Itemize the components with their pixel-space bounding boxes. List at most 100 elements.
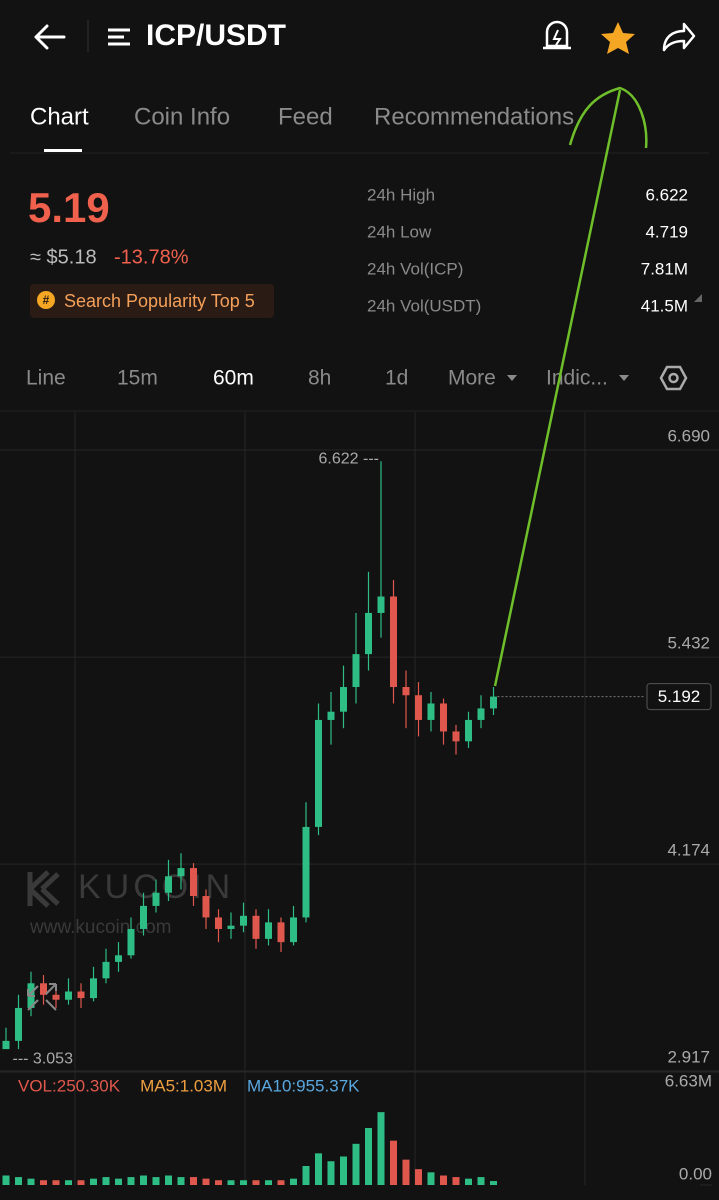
stat-value: 41.5M (641, 296, 688, 315)
interval[interactable]: More (448, 367, 496, 390)
vol-legend: VOL:250.30K (18, 1076, 121, 1095)
price-change: -13.78% (114, 246, 189, 268)
candle-body (302, 826, 310, 918)
high-annotation: 6.622 --- (319, 450, 379, 467)
candle-body (40, 983, 47, 995)
y-tick-label: 4.174 (667, 841, 710, 860)
last-price-label: 5.192 (658, 687, 701, 706)
candle-body (215, 917, 222, 929)
volume-bar (177, 1177, 185, 1185)
pair-title: ICP/USDT (146, 19, 286, 52)
volume-bar (340, 1156, 347, 1185)
settings-icon[interactable] (659, 365, 688, 391)
interval[interactable]: 1d (385, 367, 408, 390)
interval[interactable]: 15m (117, 367, 158, 390)
stat-label: 24h Vol(ICP) (367, 259, 463, 278)
expand-icon[interactable] (27, 983, 57, 1011)
candle-body (452, 731, 460, 742)
interval[interactable]: 60m (213, 367, 254, 390)
candle-body (115, 955, 122, 962)
volume-bar (290, 1178, 297, 1185)
candle-body (202, 896, 210, 918)
volume-bar (265, 1180, 272, 1185)
volume-bar (252, 1180, 260, 1185)
low-annotation: --- 3.053 (13, 1050, 74, 1067)
volume-bar (415, 1169, 422, 1185)
y-tick-label: 6.690 (667, 427, 710, 446)
volume-bar (490, 1181, 497, 1185)
interval[interactable]: 8h (308, 367, 331, 390)
watermark-url: www.kucoin.com (29, 917, 172, 938)
candle-body (315, 719, 322, 827)
tab[interactable]: Feed (278, 103, 333, 130)
candle-body (290, 917, 297, 943)
volume-bar (152, 1177, 160, 1185)
volume-bar (402, 1159, 410, 1185)
tab[interactable]: Chart (30, 103, 89, 130)
stat-value: 4.719 (645, 222, 688, 241)
volume-bar (2, 1175, 10, 1185)
interval[interactable]: Line (26, 367, 66, 390)
volume-bar (165, 1175, 172, 1185)
tab[interactable]: Coin Info (134, 103, 230, 130)
volume-bar (90, 1178, 97, 1185)
badge-bg[interactable] (30, 284, 274, 318)
candle-body (77, 991, 85, 999)
y-tick-label: 5.432 (667, 634, 710, 653)
menu-icon[interactable] (108, 28, 130, 46)
candle-body (340, 687, 347, 712)
back-button[interactable] (34, 24, 66, 50)
stat-triangle (694, 294, 702, 302)
volume-bar (240, 1180, 247, 1185)
volume-bar (465, 1178, 472, 1185)
share-icon[interactable] (662, 22, 696, 52)
favorite-star[interactable] (601, 22, 635, 54)
volume-bar (127, 1177, 135, 1185)
badge-text: Search Popularity Top 5 (64, 291, 255, 311)
candle-body (165, 876, 172, 893)
tab-indicator (44, 149, 82, 152)
stat-value: 6.622 (645, 185, 688, 204)
y-tick-label: 2.917 (667, 1047, 710, 1066)
candle-body (190, 868, 197, 897)
dropdown-caret (507, 375, 517, 381)
dropdown-caret (619, 375, 629, 381)
candle-body (227, 925, 235, 929)
last-price-tag (646, 683, 712, 711)
candle-body (352, 654, 360, 688)
candle-body (90, 978, 97, 999)
candle-body (427, 703, 435, 720)
vol-tick-label: 6.63M (665, 1071, 712, 1090)
candle-body (127, 928, 135, 956)
candle-body (440, 703, 447, 732)
usd-price: ≈ $5.18 (30, 246, 97, 268)
candle-body (15, 1007, 22, 1041)
volume-bar (477, 1177, 485, 1185)
interval[interactable]: Indic... (546, 367, 608, 390)
tab[interactable]: Recommendations (374, 103, 574, 130)
volume-bar (202, 1178, 210, 1185)
alert-icon[interactable] (543, 20, 571, 50)
volume-bar (390, 1140, 397, 1185)
volume-bar (452, 1177, 460, 1185)
volume-bar (215, 1180, 222, 1185)
vol-legend: MA10:955.37K (247, 1076, 360, 1095)
watermark-logo (27, 870, 60, 908)
candle-body (377, 596, 385, 613)
volume-bar (352, 1143, 360, 1185)
candle-body (240, 915, 247, 926)
candle-body (415, 695, 422, 720)
volume-bar (277, 1180, 285, 1185)
candle-body (265, 922, 272, 939)
volume-bar (302, 1165, 310, 1185)
stat-label: 24h Low (367, 222, 432, 241)
volume-bar (115, 1178, 122, 1185)
vol-legend: MA5:1.03M (140, 1076, 227, 1095)
volume-bar (77, 1180, 85, 1185)
candle-body (140, 905, 147, 929)
volume-bar (102, 1177, 110, 1185)
badge-icon-glyph: # (43, 293, 50, 307)
last-price: 5.19 (28, 184, 110, 231)
volume-bar (27, 1178, 35, 1185)
